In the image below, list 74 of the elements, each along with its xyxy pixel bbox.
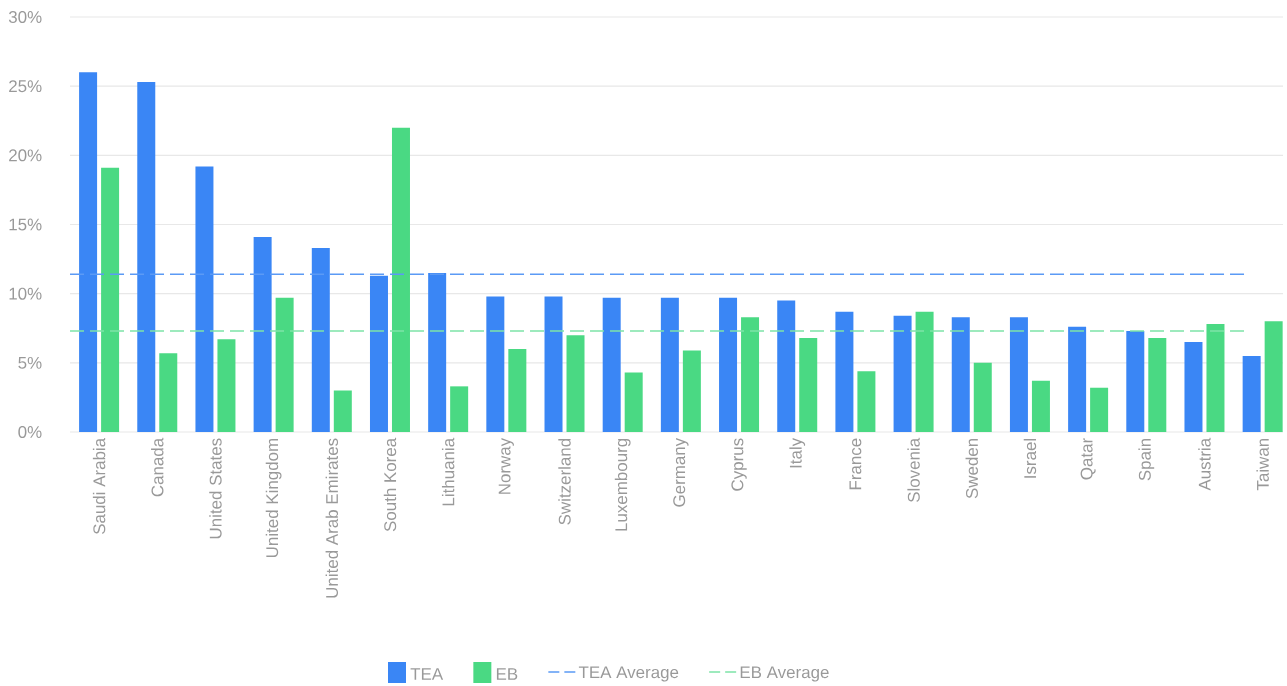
legend-label: TEA Average — [578, 666, 679, 682]
x-tick-label: Cyprus — [731, 438, 747, 491]
x-tick-label: Spain — [1138, 438, 1155, 481]
y-tick-label: 0% — [18, 426, 42, 438]
y-tick-label: 25% — [9, 80, 42, 93]
y-tick-label: 15% — [9, 218, 42, 231]
bar — [973, 362, 992, 432]
y-tick-label: 5% — [18, 356, 42, 369]
bar — [391, 127, 410, 432]
bar — [1242, 355, 1261, 432]
bar — [741, 317, 760, 432]
x-tick-label: United Arab Emirates — [325, 438, 339, 598]
x-tick-label: Austria — [1198, 437, 1211, 491]
bar — [893, 315, 912, 432]
legend-label: EB Average — [740, 666, 829, 682]
bar — [137, 82, 156, 432]
x-tick-label: Norway — [498, 437, 514, 494]
x-tick-label: Slovenia — [907, 437, 920, 503]
bar — [602, 297, 621, 432]
x-tick-label: United States — [209, 438, 222, 539]
bar — [1148, 337, 1167, 432]
bar — [428, 272, 447, 432]
x-tick-label: United Kingdom — [265, 438, 282, 558]
bar — [311, 248, 330, 432]
bar — [799, 337, 818, 432]
bar — [1264, 321, 1283, 432]
bar — [369, 275, 388, 432]
bar — [333, 390, 352, 432]
bar — [1184, 342, 1203, 432]
bar — [486, 296, 505, 432]
x-tick-label: Germany — [673, 437, 689, 507]
bar — [566, 335, 585, 432]
x-tick-label: Canada — [151, 437, 164, 497]
bar — [1206, 324, 1225, 432]
y-tick-label: 10% — [9, 287, 42, 300]
bar — [195, 166, 214, 432]
y-tick-label: 20% — [9, 149, 42, 162]
y-tick-label: 30% — [8, 11, 42, 23]
bar — [1126, 331, 1145, 432]
bar — [915, 311, 934, 432]
bar — [79, 72, 98, 432]
bar — [624, 372, 643, 432]
x-tick-label: Italy — [789, 437, 806, 468]
bar — [159, 353, 178, 432]
bar — [217, 339, 236, 432]
x-tick-label: Qatar — [1080, 438, 1096, 480]
bar — [719, 297, 738, 432]
bar — [835, 311, 854, 432]
bar — [660, 297, 679, 432]
bar — [777, 300, 796, 432]
x-tick-label: South Korea — [383, 437, 397, 532]
bar — [1090, 387, 1109, 432]
bar — [951, 317, 970, 432]
bar — [275, 297, 294, 432]
x-tick-label: Israel — [1023, 438, 1037, 478]
bar — [508, 349, 527, 432]
x-tick-label: France — [849, 438, 862, 490]
x-tick-label: Saudi Arabia — [92, 437, 106, 535]
bar — [1031, 380, 1050, 432]
x-tick-label: Switzerland — [558, 438, 571, 525]
bar — [450, 386, 469, 432]
bar — [544, 296, 563, 432]
bar — [1068, 326, 1087, 432]
x-tick-label: Lithuania — [441, 437, 455, 506]
bar — [682, 350, 701, 432]
x-tick-label: Luxembourg — [614, 438, 631, 531]
bar — [857, 371, 876, 432]
bar — [253, 236, 272, 432]
bar — [1009, 317, 1028, 432]
bar — [101, 167, 120, 432]
x-tick-label: Sweden — [965, 438, 978, 499]
legend-label: EB — [496, 668, 518, 680]
legend-label: TEA — [410, 668, 444, 680]
x-tick-label: Taiwan — [1256, 438, 1269, 491]
